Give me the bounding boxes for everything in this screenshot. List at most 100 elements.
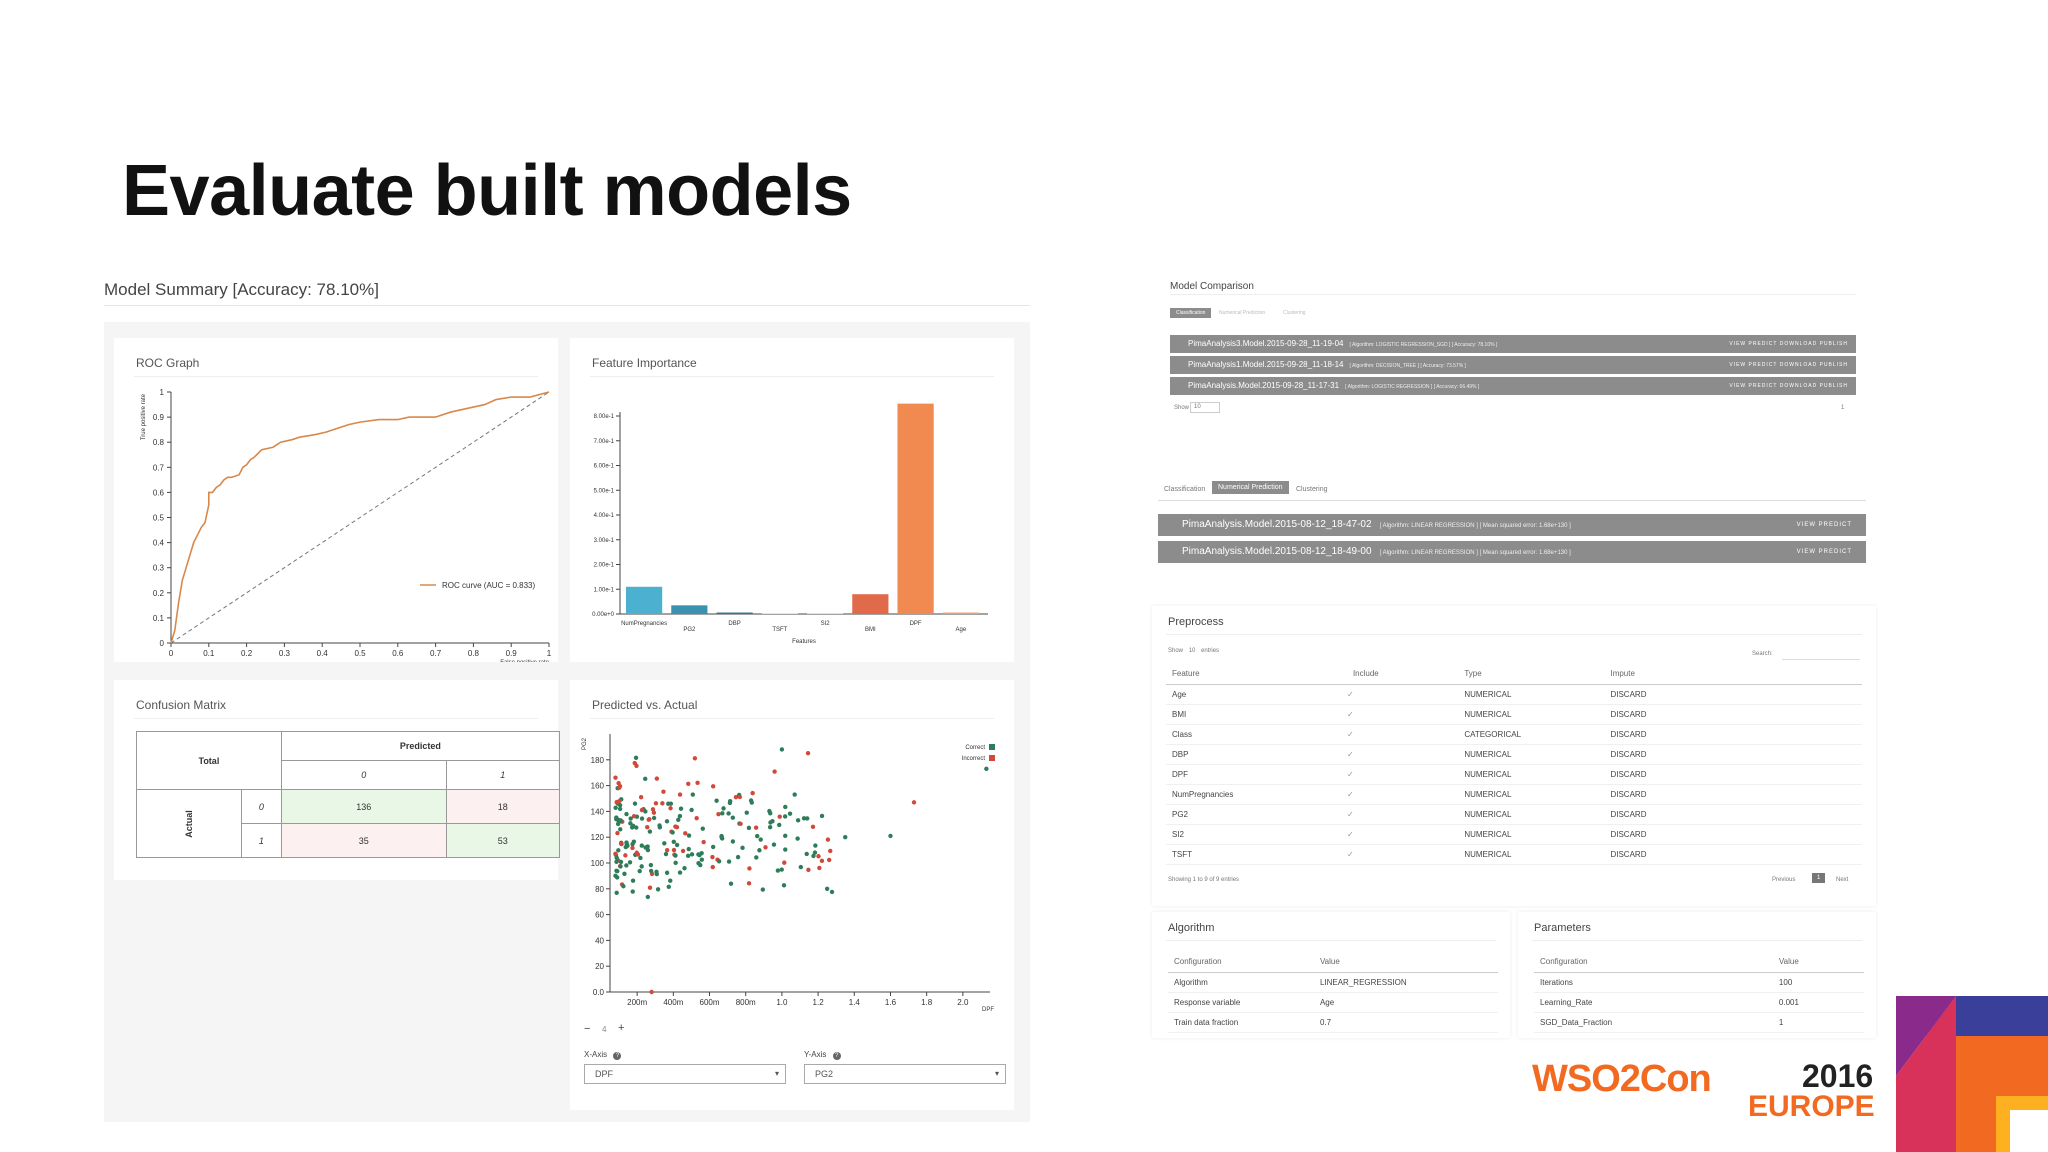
type-cell[interactable]: NUMERICAL bbox=[1458, 824, 1605, 845]
pa-data-point bbox=[630, 878, 636, 883]
tab-classification[interactable]: Classification bbox=[1164, 486, 1206, 493]
model-row[interactable]: PimaAnalysis.Model.2015-08-12_18-49-00 [ … bbox=[1158, 541, 1866, 563]
help-icon[interactable]: ? bbox=[613, 1052, 622, 1060]
impute-cell[interactable]: DISCARD bbox=[1604, 744, 1862, 765]
pa-data-point bbox=[738, 821, 743, 827]
help-icon[interactable]: ? bbox=[832, 1052, 841, 1060]
pa-data-point bbox=[787, 811, 793, 816]
include-checkbox[interactable]: ✓ bbox=[1346, 844, 1459, 865]
include-checkbox[interactable]: ✓ bbox=[1346, 824, 1459, 845]
pa-data-point bbox=[817, 865, 822, 871]
fi-bar bbox=[716, 612, 753, 614]
column-header[interactable]: Configuration bbox=[1534, 952, 1773, 973]
model-row-actions[interactable]: VIEW PREDICT bbox=[1796, 522, 1852, 528]
tab-classification[interactable]: Classification bbox=[1170, 308, 1212, 318]
include-checkbox[interactable]: ✓ bbox=[1346, 764, 1459, 785]
pa-data-point bbox=[677, 870, 683, 875]
y-axis-select[interactable]: PG2 ▾ bbox=[804, 1064, 1006, 1084]
column-header[interactable]: Configuration bbox=[1168, 952, 1314, 973]
model-row-actions[interactable]: VIEW PREDICT DOWNLOAD PUBLISH bbox=[1729, 362, 1848, 368]
include-checkbox[interactable]: ✓ bbox=[1346, 744, 1459, 765]
impute-cell[interactable]: DISCARD bbox=[1604, 764, 1862, 785]
previous-button[interactable]: Previous bbox=[1772, 877, 1796, 883]
type-cell[interactable]: NUMERICAL bbox=[1458, 684, 1605, 705]
pa-data-point bbox=[810, 824, 816, 830]
impute-cell[interactable]: DISCARD bbox=[1604, 684, 1862, 705]
include-checkbox[interactable]: ✓ bbox=[1346, 804, 1459, 825]
pa-data-point bbox=[666, 801, 671, 806]
model-row[interactable]: PimaAnalysis.Model.2015-08-12_18-47-02 [ … bbox=[1158, 514, 1866, 536]
type-cell[interactable]: NUMERICAL bbox=[1458, 804, 1605, 825]
include-checkbox[interactable]: ✓ bbox=[1346, 784, 1459, 805]
pa-data-point bbox=[673, 853, 678, 858]
impute-cell[interactable]: DISCARD bbox=[1604, 784, 1862, 805]
include-checkbox[interactable]: ✓ bbox=[1346, 724, 1459, 745]
cm-col-label: 1 bbox=[445, 760, 561, 790]
pa-data-point bbox=[824, 886, 830, 891]
zoom-in-button[interactable]: + bbox=[618, 1022, 625, 1034]
model-row-actions[interactable]: VIEW PREDICT bbox=[1796, 549, 1852, 555]
type-cell[interactable]: NUMERICAL bbox=[1458, 764, 1605, 785]
table-row: TSFT ✓ NUMERICAL DISCARD bbox=[1166, 844, 1862, 865]
type-cell[interactable]: NUMERICAL bbox=[1458, 784, 1605, 805]
type-cell[interactable]: NUMERICAL bbox=[1458, 844, 1605, 865]
tab-clustering[interactable]: Clustering bbox=[1296, 486, 1328, 493]
column-header[interactable]: Value bbox=[1772, 952, 1864, 973]
pa-data-point bbox=[632, 801, 638, 806]
impute-cell[interactable]: DISCARD bbox=[1604, 844, 1862, 865]
model-row-actions[interactable]: VIEW PREDICT DOWNLOAD PUBLISH bbox=[1729, 341, 1848, 347]
pa-data-point bbox=[624, 863, 629, 868]
y-axis-label: Y-Axis bbox=[804, 1050, 827, 1059]
impute-cell[interactable]: DISCARD bbox=[1604, 704, 1862, 725]
pa-data-point bbox=[623, 844, 629, 850]
column-header[interactable]: Feature bbox=[1166, 664, 1347, 685]
type-cell[interactable]: NUMERICAL bbox=[1458, 704, 1605, 725]
model-row[interactable]: PimaAnalysis3.Model.2015-09-28_11-19-04 [… bbox=[1170, 335, 1856, 353]
impute-cell[interactable]: DISCARD bbox=[1604, 804, 1862, 825]
search-input[interactable] bbox=[1782, 646, 1860, 660]
roc-x-tick-label: 0.3 bbox=[279, 649, 291, 658]
pa-data-point bbox=[662, 841, 667, 846]
pa-y-tick-label: 60 bbox=[595, 911, 604, 920]
page-number[interactable]: 1 bbox=[1841, 405, 1845, 411]
roc-x-tick-label: 0.7 bbox=[430, 649, 442, 658]
column-header[interactable]: Include bbox=[1346, 664, 1459, 685]
show-select[interactable]: 10 bbox=[1190, 402, 1220, 413]
model-comparison-title: Model Comparison bbox=[1170, 281, 1254, 292]
pa-data-point bbox=[673, 860, 678, 866]
show-select[interactable]: 10 bbox=[1188, 648, 1196, 654]
wso2con-logo-text: WSO2Con bbox=[1532, 1058, 1712, 1100]
model-row-actions[interactable]: VIEW PREDICT DOWNLOAD PUBLISH bbox=[1729, 383, 1848, 389]
impute-cell[interactable]: DISCARD bbox=[1604, 824, 1862, 845]
column-header[interactable]: Type bbox=[1458, 664, 1605, 685]
event-location: EUROPE bbox=[1748, 1090, 1875, 1123]
include-checkbox[interactable]: ✓ bbox=[1346, 684, 1459, 705]
next-button[interactable]: Next bbox=[1836, 877, 1849, 883]
type-cell[interactable]: NUMERICAL bbox=[1458, 744, 1605, 765]
model-row[interactable]: PimaAnalysis.Model.2015-09-28_11-17-31 [ … bbox=[1170, 377, 1856, 395]
pa-data-point bbox=[618, 859, 624, 865]
tab-numerical-prediction[interactable]: Numerical Prediction bbox=[1219, 310, 1266, 316]
column-header[interactable]: Value bbox=[1313, 952, 1498, 973]
type-cell[interactable]: CATEGORICAL bbox=[1458, 724, 1605, 745]
pa-data-point bbox=[813, 843, 818, 848]
pa-y-tick-label: 20 bbox=[595, 962, 604, 971]
impute-cell[interactable]: DISCARD bbox=[1604, 724, 1862, 745]
model-row[interactable]: PimaAnalysis1.Model.2015-09-28_11-18-14 [… bbox=[1170, 356, 1856, 374]
pa-data-point bbox=[795, 818, 801, 823]
fi-y-tick-label: 4.00e-1 bbox=[594, 513, 615, 519]
pa-data-point bbox=[750, 790, 755, 796]
column-header[interactable]: Impute bbox=[1604, 664, 1862, 685]
tab-clustering[interactable]: Clustering bbox=[1283, 310, 1306, 316]
cm-total-label: Total bbox=[136, 731, 282, 790]
algorithm-divider bbox=[1166, 940, 1496, 941]
page-button[interactable]: 1 bbox=[1812, 873, 1826, 883]
x-axis-select[interactable]: DPF ▾ bbox=[584, 1064, 786, 1084]
fi-category-label: Age bbox=[956, 627, 967, 633]
tab-numerical-prediction[interactable]: Numerical Prediction bbox=[1212, 481, 1289, 494]
include-checkbox[interactable]: ✓ bbox=[1346, 704, 1459, 725]
pa-data-point bbox=[726, 859, 732, 864]
pa-data-point bbox=[614, 816, 619, 822]
roc-x-tick-label: 1 bbox=[547, 649, 552, 658]
zoom-out-button[interactable]: − bbox=[584, 1023, 591, 1035]
